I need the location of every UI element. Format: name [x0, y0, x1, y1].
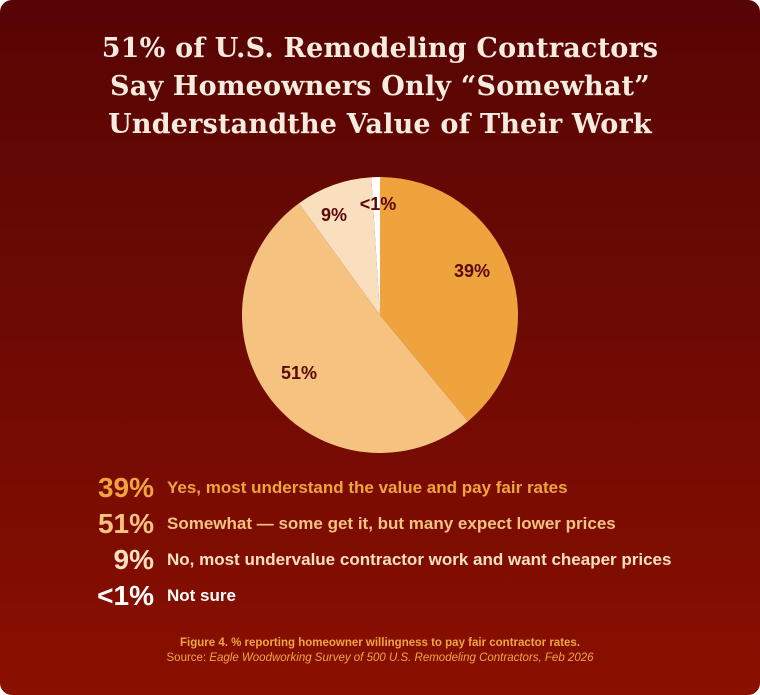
- pie-slice-yes: [380, 177, 518, 422]
- pie-chart: 39% 51% 9% <1%: [242, 177, 518, 453]
- legend-item-yes: 39% Yes, most understand the value and p…: [0, 470, 760, 506]
- chart-title: 51% of U.S. Remodeling Contractors Say H…: [0, 30, 760, 144]
- title-line-1: 51% of U.S. Remodeling Contractors: [101, 33, 659, 64]
- pie-label-yes: 39%: [454, 261, 490, 281]
- pie-label-somewhat: 51%: [281, 363, 317, 383]
- figure-caption: Figure 4. % reporting homeowner willingn…: [0, 636, 760, 666]
- pie-slice-somewhat: [242, 203, 468, 453]
- legend-pct: 51%: [97, 508, 154, 539]
- legend-label: Not sure: [167, 586, 236, 605]
- legend-pct: <1%: [97, 580, 154, 611]
- pie-slice-labels: 39% 51% 9% <1%: [281, 194, 490, 383]
- source-line: Source: Eagle Woodworking Survey of 500 …: [0, 651, 760, 666]
- legend-label: Yes, most understand the value and pay f…: [167, 478, 568, 497]
- legend-label: No, most undervalue contractor work and …: [167, 550, 672, 569]
- legend-label: Somewhat — some get it, but many expect …: [167, 514, 616, 533]
- source-prefix: Source:: [166, 652, 210, 664]
- pie-slice-no: [298, 177, 380, 315]
- legend-item-not-sure: <1% Not sure: [0, 578, 760, 614]
- title-line-3: Understandthe Value of Their Work: [108, 109, 652, 140]
- pie-label-no: 9%: [321, 205, 347, 225]
- legend-item-no: 9% No, most undervalue contractor work a…: [0, 542, 760, 578]
- legend-item-somewhat: 51% Somewhat — some get it, but many exp…: [0, 506, 760, 542]
- pie-slices: [242, 177, 518, 453]
- source-title: Eagle Woodworking Survey of 500 U.S. Rem…: [209, 652, 594, 664]
- pie-slice-not-sure: [371, 177, 380, 315]
- figure-description: Figure 4. % reporting homeowner willingn…: [179, 637, 581, 649]
- title-line-2: Say Homeowners Only “Somewhat”: [110, 71, 650, 102]
- legend-pct: 9%: [113, 544, 154, 575]
- legend-pct: 39%: [97, 472, 154, 503]
- pie-label-not-sure: <1%: [360, 194, 397, 214]
